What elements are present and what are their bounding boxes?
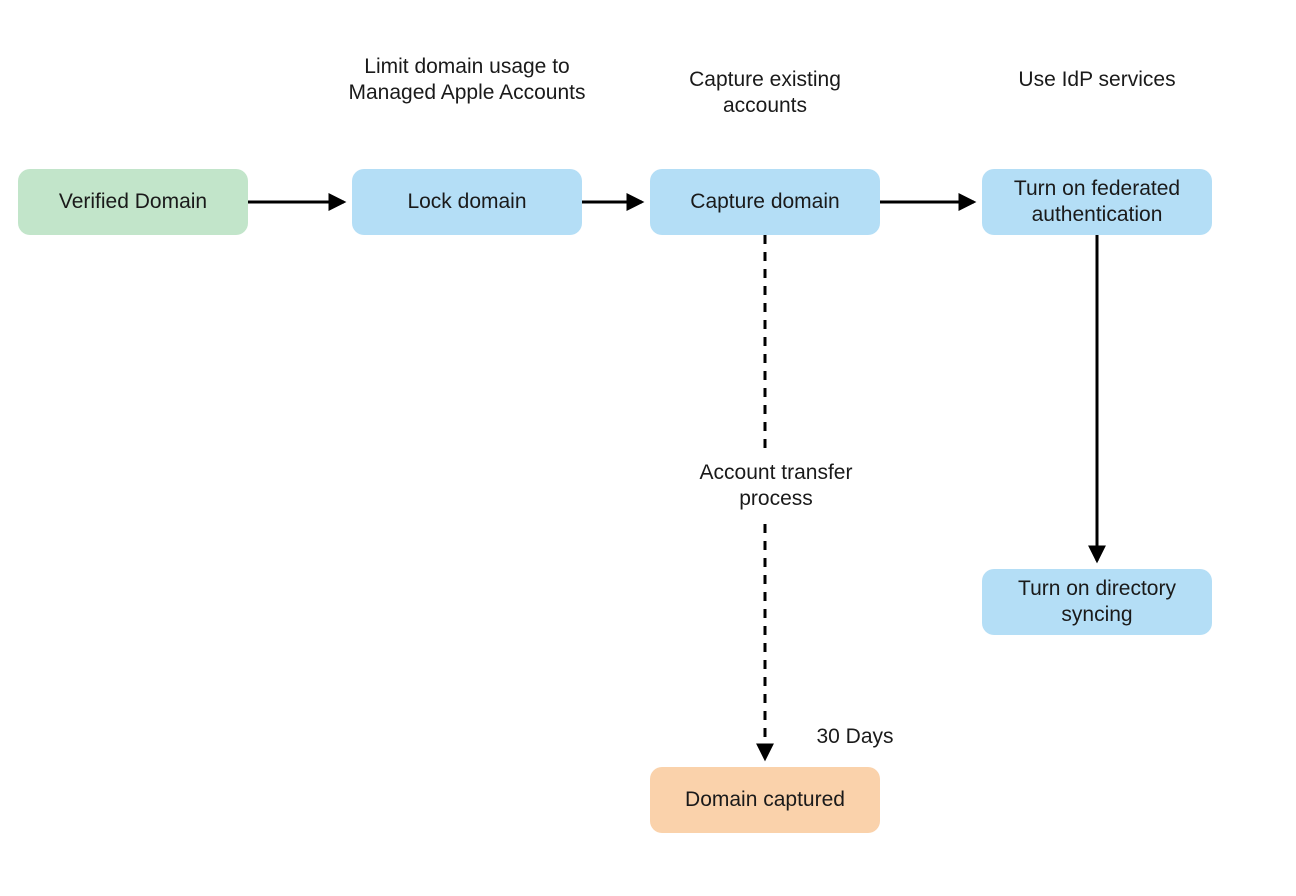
- edges-layer: [0, 0, 1296, 896]
- node-capture-domain: Capture domain: [650, 169, 880, 235]
- caption-idp-caption: Use IdP services: [1000, 67, 1194, 93]
- caption-transfer-caption: Account transfer process: [683, 460, 869, 513]
- flowchart-canvas: Verified Domain Lock domain Capture domain…: [0, 0, 1296, 896]
- node-federated-auth: Turn on federated authentication: [982, 169, 1212, 235]
- node-domain-captured: Domain captured: [650, 767, 880, 833]
- node-directory-syncing: Turn on directory syncing: [982, 569, 1212, 635]
- caption-lock-caption: Limit domain usage to Managed Apple Acco…: [340, 54, 594, 107]
- node-lock-domain: Lock domain: [352, 169, 582, 235]
- node-verified-domain: Verified Domain: [18, 169, 248, 235]
- caption-capture-caption: Capture existing accounts: [648, 67, 882, 120]
- caption-days-caption: 30 Days: [795, 724, 915, 750]
